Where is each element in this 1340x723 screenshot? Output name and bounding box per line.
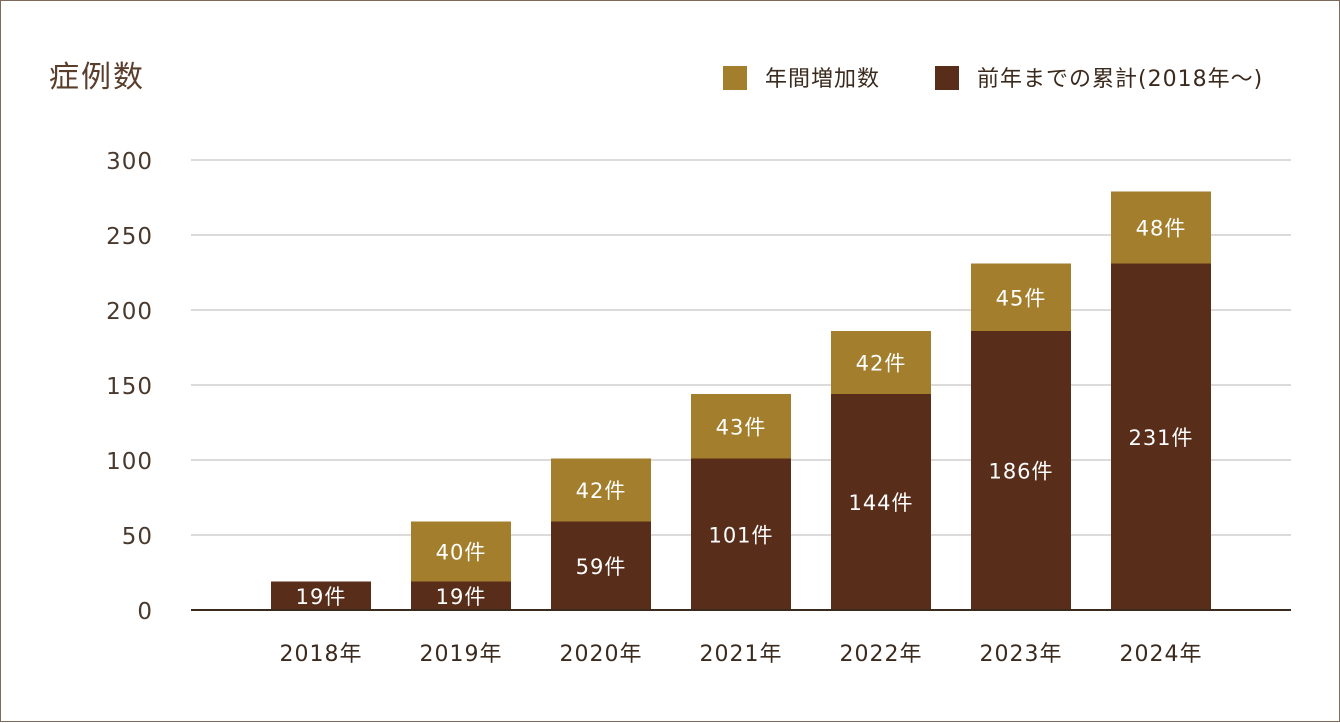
gridlines [191, 159, 1291, 536]
bar-data-label: 40件 [436, 541, 487, 565]
x-tick-label: 2022年 [840, 642, 923, 667]
bar-data-label: 101件 [708, 523, 773, 547]
x-tick-label: 2024年 [1120, 642, 1203, 667]
bar-data-label: 59件 [576, 555, 627, 579]
x-tick-label: 2020年 [560, 642, 643, 667]
bar-data-label: 144件 [848, 491, 913, 515]
y-tick-label: 100 [106, 449, 153, 475]
x-tick-label: 2018年 [280, 642, 363, 667]
legend-swatch [723, 66, 747, 90]
bar-data-label: 19件 [436, 585, 487, 609]
legend-swatch [935, 66, 959, 90]
bar-data-label: 186件 [988, 460, 1053, 484]
bar-data-label: 45件 [996, 286, 1047, 310]
bar-segment [411, 521, 511, 582]
legend-label: 年間増加数 [765, 67, 880, 92]
bar-segment [971, 331, 1071, 610]
y-tick-label: 150 [106, 374, 153, 400]
bar-data-label: 231件 [1128, 426, 1193, 450]
bar-data-label: 43件 [716, 415, 767, 439]
bar-data-label: 19件 [296, 585, 347, 609]
bar-data-label: 42件 [856, 352, 907, 376]
x-axis-ticks: 2018年 2019年 2020年 2021年 2022年 2023年 2024年 [280, 642, 1203, 667]
y-tick-label: 300 [106, 149, 153, 175]
x-tick-label: 2019年 [420, 642, 503, 667]
bar-segment [551, 521, 651, 610]
legend: 年間増加数 前年までの累計(2018年～) [723, 66, 1263, 92]
bar-segment [271, 581, 371, 610]
chart-title: 症例数 [49, 60, 145, 95]
x-tick-label: 2023年 [980, 642, 1063, 667]
bar-segment [1111, 191, 1211, 264]
y-tick-label: 50 [122, 524, 153, 550]
y-tick-label: 0 [137, 599, 153, 625]
bar-data-label: 48件 [1136, 217, 1187, 241]
bar-segment [691, 394, 791, 459]
bar-segment [1111, 263, 1211, 610]
bar-segment [551, 458, 651, 522]
bar-labels: 19件 19件 40件 59件 42件 101件 43件 144件 42件 186件 45件 231件… [296, 217, 1193, 609]
bars [271, 191, 1211, 610]
bar-segment [831, 331, 931, 394]
bar-data-label: 42件 [576, 479, 627, 503]
x-tick-label: 2021年 [700, 642, 783, 667]
legend-label: 前年までの累計(2018年～) [977, 67, 1263, 92]
y-tick-label: 250 [106, 224, 153, 250]
bar-segment [411, 581, 511, 610]
y-axis-ticks: 0 50 100 150 200 250 300 [106, 149, 153, 625]
y-tick-label: 200 [106, 299, 153, 325]
bar-segment [971, 263, 1071, 331]
bar-segment [691, 458, 791, 610]
bar-segment [831, 394, 931, 610]
